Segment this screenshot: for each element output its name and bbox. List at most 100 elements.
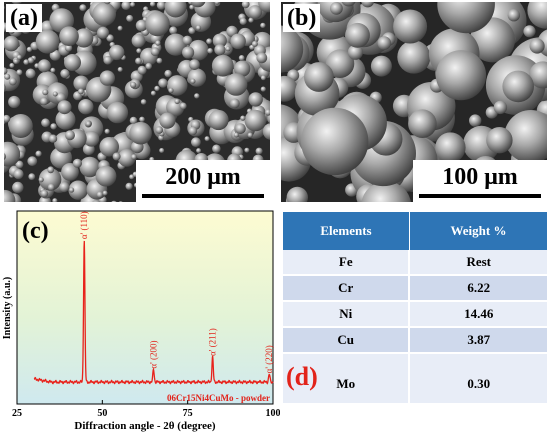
peak-label: α' (110) — [79, 211, 89, 239]
powder-particle — [136, 48, 142, 54]
powder-particle — [99, 137, 119, 157]
scale-bar-label-a: 200 μm — [165, 164, 241, 190]
powder-particle — [73, 75, 89, 92]
x-tick-label: 50 — [97, 408, 107, 419]
powder-particle — [118, 201, 123, 202]
powder-particle — [158, 78, 168, 88]
powder-particle — [229, 98, 240, 109]
header-weight: Weight % — [409, 212, 547, 250]
powder-particle — [42, 89, 49, 96]
powder-particle — [52, 91, 58, 97]
powder-particle — [11, 2, 22, 5]
powder-particle — [145, 62, 152, 70]
powder-particle — [190, 2, 206, 8]
powder-particle — [59, 181, 70, 193]
scale-bar-label-b: 100 μm — [442, 164, 518, 190]
powder-particle — [408, 109, 437, 138]
x-tick-label: 25 — [12, 408, 22, 419]
x-tick-label: 100 — [266, 408, 281, 419]
powder-particle — [330, 2, 343, 15]
powder-particle — [248, 5, 263, 19]
powder-particle — [64, 44, 73, 52]
powder-particle — [150, 47, 160, 57]
powder-particle — [529, 38, 545, 54]
powder-particle — [117, 149, 136, 167]
powder-particle — [207, 48, 213, 54]
powder-particle — [112, 152, 121, 161]
powder-particle — [8, 95, 21, 109]
powder-particle — [361, 2, 375, 8]
powder-particle — [377, 36, 392, 50]
powder-particle — [55, 109, 76, 130]
powder-particle — [4, 73, 11, 80]
powder-particle — [99, 70, 116, 86]
powder-particle — [131, 33, 146, 48]
powder-particle — [140, 99, 147, 105]
powder-particle — [139, 116, 145, 123]
powder-particle — [258, 2, 270, 13]
powder-particle — [92, 2, 116, 26]
powder-particle — [347, 44, 363, 60]
powder-particle — [182, 46, 195, 59]
xrd-series-group — [33, 240, 274, 385]
table-row: Mo 0.30 — [283, 353, 547, 403]
powder-particle — [156, 57, 163, 64]
peak-labels: α' (110) α' (200) α' (211) α' (220) — [79, 211, 274, 373]
x-axis-title: Diffraction angle - 2θ (degree) — [74, 420, 216, 432]
powder-particle — [4, 114, 11, 123]
powder-particle — [507, 9, 520, 22]
powder-particle — [95, 165, 117, 187]
powder-particle — [64, 54, 81, 71]
powder-particle — [35, 29, 60, 54]
powder-particle — [281, 75, 298, 102]
x-axis-ticks: 25 50 75 100 — [12, 400, 280, 419]
powder-particle — [9, 63, 15, 68]
powder-particle — [125, 182, 133, 190]
powder-particle — [97, 26, 109, 39]
powder-particle — [149, 2, 156, 7]
powder-particle — [16, 54, 22, 60]
weight-cell: 3.87 — [409, 327, 547, 354]
powder-particle — [241, 2, 250, 9]
powder-particle — [225, 46, 231, 52]
powder-particle — [16, 69, 23, 76]
powder-particle — [239, 17, 247, 25]
powder-particle — [4, 5, 5, 10]
powder-particle — [168, 87, 174, 94]
powder-particle — [244, 147, 250, 153]
powder-particle — [129, 116, 138, 125]
powder-particle — [27, 57, 35, 64]
powder-particle — [61, 163, 79, 181]
powder-particle — [117, 67, 123, 72]
element-cell: Cr — [283, 275, 411, 302]
powder-particle — [8, 77, 17, 86]
powder-particle — [341, 2, 356, 7]
powder-particle — [129, 174, 135, 180]
panel-label-b: (b) — [283, 4, 321, 32]
powder-particle — [345, 22, 370, 48]
powder-particle — [145, 11, 170, 37]
powder-particle — [4, 141, 21, 167]
powder-particle — [52, 198, 58, 202]
powder-particle — [208, 109, 229, 131]
powder-particle — [50, 67, 56, 73]
powder-particle — [240, 115, 246, 121]
sem-image-panel-a: (a) 200 μm — [4, 2, 270, 202]
powder-particle — [504, 110, 547, 164]
powder-particle — [196, 148, 202, 154]
xrd-chart: 25 50 75 100 α' (110) α' (200) α' (211) α' (22… — [2, 210, 280, 432]
powder-particle — [361, 181, 411, 202]
sem-micrograph-b — [281, 2, 547, 202]
powder-particle — [194, 93, 200, 99]
scale-bar-a — [142, 194, 264, 198]
element-cell: Ni — [283, 301, 411, 328]
sem-image-panel-b: (b) 100 μm — [281, 2, 547, 202]
powder-particle — [104, 2, 111, 5]
xrd-chart-panel: 25 50 75 100 α' (110) α' (200) α' (211) α' (22… — [0, 208, 280, 434]
table-row: Ni 14.46 — [283, 301, 547, 328]
powder-particle — [126, 14, 134, 22]
powder-particle — [135, 57, 142, 65]
powder-particle — [35, 150, 42, 157]
powder-particle — [4, 189, 16, 202]
powder-particle — [244, 109, 267, 132]
